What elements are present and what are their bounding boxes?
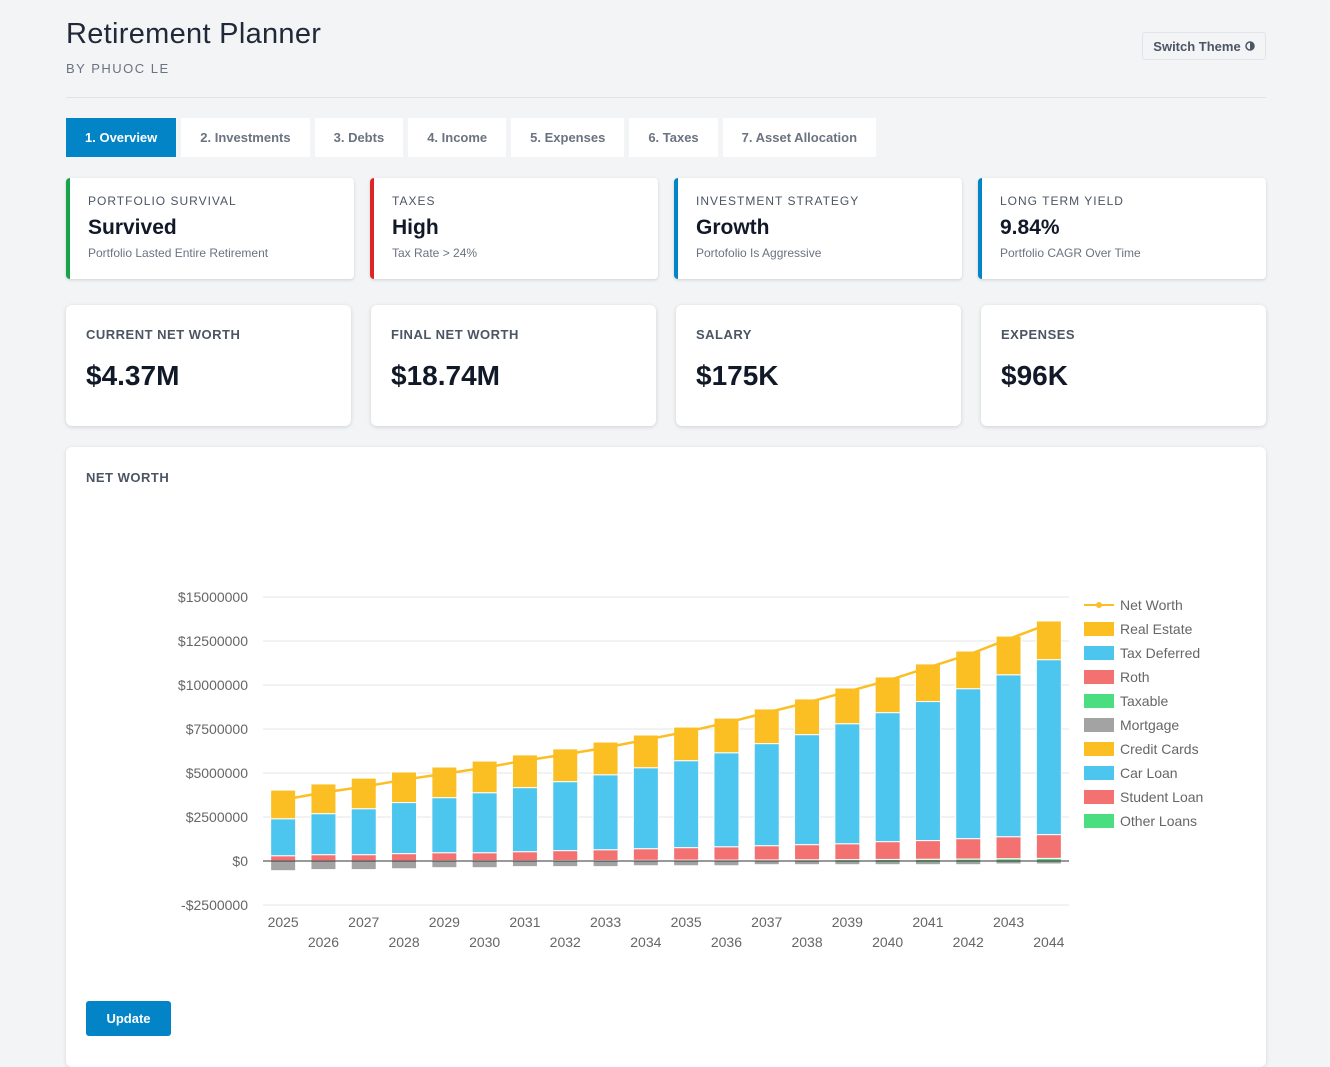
taxes-card: TAXES High Tax Rate > 24%	[370, 178, 658, 279]
tab-expenses[interactable]: 5. Expenses	[511, 118, 624, 157]
card-label: INVESTMENT STRATEGY	[696, 194, 944, 208]
card-sub: Portfolio CAGR Over Time	[1000, 246, 1248, 260]
long-term-yield-card: LONG TERM YIELD 9.84% Portfolio CAGR Ove…	[978, 178, 1266, 279]
tab-investments[interactable]: 2. Investments	[181, 118, 309, 157]
tab-debts[interactable]: 3. Debts	[315, 118, 404, 157]
page-title: Retirement Planner	[66, 18, 321, 51]
card-label: LONG TERM YIELD	[1000, 194, 1248, 208]
investment-strategy-card: INVESTMENT STRATEGY Growth Portofolio Is…	[674, 178, 962, 279]
tab-bar: 1. Overview 2. Investments 3. Debts 4. I…	[66, 118, 876, 157]
tab-taxes[interactable]: 6. Taxes	[629, 118, 717, 157]
tab-income[interactable]: 4. Income	[408, 118, 506, 157]
card-value: 9.84%	[1000, 216, 1248, 240]
tab-overview[interactable]: 1. Overview	[66, 118, 176, 157]
current-net-worth-card: CURRENT NET WORTH $4.37M	[66, 305, 351, 426]
metric-cards: CURRENT NET WORTH $4.37M FINAL NET WORTH…	[66, 305, 1266, 426]
tab-asset-allocation[interactable]: 7. Asset Allocation	[723, 118, 876, 157]
card-value: $18.74M	[391, 360, 636, 392]
update-button[interactable]: Update	[86, 1001, 171, 1036]
card-label: FINAL NET WORTH	[391, 327, 636, 342]
switch-theme-button[interactable]: Switch Theme	[1142, 32, 1266, 60]
card-value: $175K	[696, 360, 941, 392]
chart-title: NET WORTH	[86, 470, 169, 485]
card-value: Growth	[696, 216, 944, 240]
salary-card: SALARY $175K	[676, 305, 961, 426]
expenses-card: EXPENSES $96K	[981, 305, 1266, 426]
card-label: SALARY	[696, 327, 941, 342]
card-sub: Tax Rate > 24%	[392, 246, 640, 260]
byline: BY PHUOC LE	[66, 61, 170, 76]
card-sub: Portofolio Is Aggressive	[696, 246, 944, 260]
switch-theme-label: Switch Theme	[1153, 39, 1240, 54]
final-net-worth-card: FINAL NET WORTH $18.74M	[371, 305, 656, 426]
card-value: Survived	[88, 216, 336, 240]
net-worth-chart-card: NET WORTH	[66, 447, 1266, 1067]
divider	[66, 97, 1266, 98]
card-value: High	[392, 216, 640, 240]
card-value: $4.37M	[86, 360, 331, 392]
card-label: EXPENSES	[1001, 327, 1246, 342]
card-label: TAXES	[392, 194, 640, 208]
card-label: CURRENT NET WORTH	[86, 327, 331, 342]
card-value: $96K	[1001, 360, 1246, 392]
portfolio-survival-card: PORTFOLIO SURVIVAL Survived Portfolio La…	[66, 178, 354, 279]
card-sub: Portfolio Lasted Entire Retirement	[88, 246, 336, 260]
half-circle-icon	[1245, 41, 1255, 51]
card-label: PORTFOLIO SURVIVAL	[88, 194, 336, 208]
status-cards: PORTFOLIO SURVIVAL Survived Portfolio La…	[66, 178, 1266, 279]
